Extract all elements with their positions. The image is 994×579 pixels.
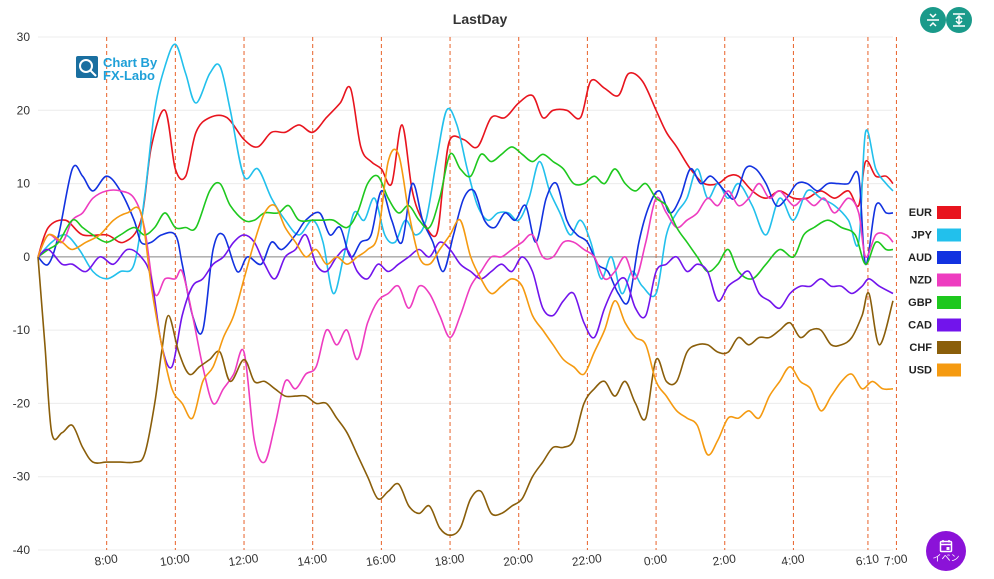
- x-tick-label: 10:00: [159, 551, 191, 569]
- collapse-vertical-icon: [927, 13, 939, 27]
- legend-item-nzd[interactable]: NZD: [909, 273, 961, 287]
- y-tick-label: -30: [13, 470, 31, 484]
- series-line-nzd: [37, 182, 894, 464]
- y-tick-label: -20: [13, 396, 31, 410]
- grid: [38, 36, 897, 551]
- y-tick-label: 20: [17, 103, 31, 117]
- x-axis: 8:00 10:00 12:00 14:00 16:00 18:00 20:00 22:00 0…: [94, 551, 909, 569]
- x-tick-label: 6:10: [855, 551, 880, 568]
- x-tick-label: 20:00: [502, 551, 534, 569]
- x-tick-label: 7:00: [883, 551, 908, 568]
- legend-label: JPY: [911, 230, 932, 242]
- x-tick-label: 4:00: [780, 551, 805, 568]
- x-tick-label: 2:00: [712, 551, 737, 568]
- legend-swatch: [937, 363, 961, 377]
- legend-swatch: [937, 228, 961, 242]
- legend-swatch: [937, 318, 961, 332]
- legend-item-jpy[interactable]: JPY: [911, 228, 961, 242]
- x-tick-label: 8:00: [94, 551, 119, 568]
- x-tick-label: 14:00: [296, 551, 328, 569]
- legend-label: CAD: [908, 320, 932, 332]
- event-button-label: イベン: [932, 553, 960, 564]
- logo-line1: Chart By: [103, 55, 158, 70]
- series-line-jpy: [37, 43, 894, 298]
- y-tick-label: 0: [23, 250, 30, 264]
- legend-swatch: [937, 206, 961, 219]
- legend-label: CHF: [909, 342, 932, 354]
- legend-item-usd[interactable]: USD: [909, 363, 961, 377]
- y-tick-label: -10: [13, 323, 31, 337]
- series-line-chf: [37, 256, 894, 537]
- y-tick-label: 10: [17, 177, 31, 191]
- event-button[interactable]: イベン: [926, 531, 966, 571]
- collapse-button[interactable]: [920, 7, 946, 33]
- x-tick-label: 16:00: [365, 551, 397, 569]
- series-line-cad: [37, 233, 894, 369]
- legend-item-chf[interactable]: CHF: [909, 341, 961, 354]
- legend-item-cad[interactable]: CAD: [908, 318, 961, 332]
- legend-swatch: [937, 296, 961, 309]
- x-tick-label: 18:00: [434, 551, 466, 569]
- calendar-icon: [939, 539, 953, 552]
- logo-line2: FX-Labo: [103, 68, 155, 83]
- legend-swatch: [937, 341, 961, 354]
- legend-label: EUR: [909, 207, 932, 219]
- legend-swatch: [937, 273, 961, 287]
- legend-label: AUD: [908, 252, 932, 264]
- y-tick-label: -40: [13, 543, 31, 557]
- legend-item-gbp[interactable]: GBP: [908, 296, 961, 309]
- expand-vertical-icon: [953, 13, 965, 27]
- series-line-gbp: [37, 146, 894, 280]
- legend-label: GBP: [908, 297, 932, 309]
- watermark-logo: Chart By FX-Labo: [76, 55, 158, 83]
- legend-label: USD: [909, 365, 932, 377]
- x-tick-label: 0:00: [643, 551, 668, 568]
- plot-area: [37, 43, 894, 537]
- legend-item-aud[interactable]: AUD: [908, 251, 961, 264]
- x-tick-label: 22:00: [571, 551, 603, 569]
- legend-item-eur[interactable]: EUR: [909, 206, 961, 219]
- legend-label: NZD: [909, 275, 932, 287]
- series-line-usd: [37, 148, 894, 456]
- chart-title: LastDay: [453, 11, 508, 27]
- series-line-eur: [37, 72, 894, 258]
- legend[interactable]: EUR JPY AUD NZD GBP CAD CHF USD: [908, 206, 961, 377]
- legend-swatch: [937, 251, 961, 264]
- expand-button[interactable]: [946, 7, 972, 33]
- y-axis: 30 20 10 0 -10 -20 -30 -40: [13, 30, 31, 557]
- y-tick-label: 30: [17, 30, 31, 44]
- x-tick-label: 12:00: [228, 551, 260, 569]
